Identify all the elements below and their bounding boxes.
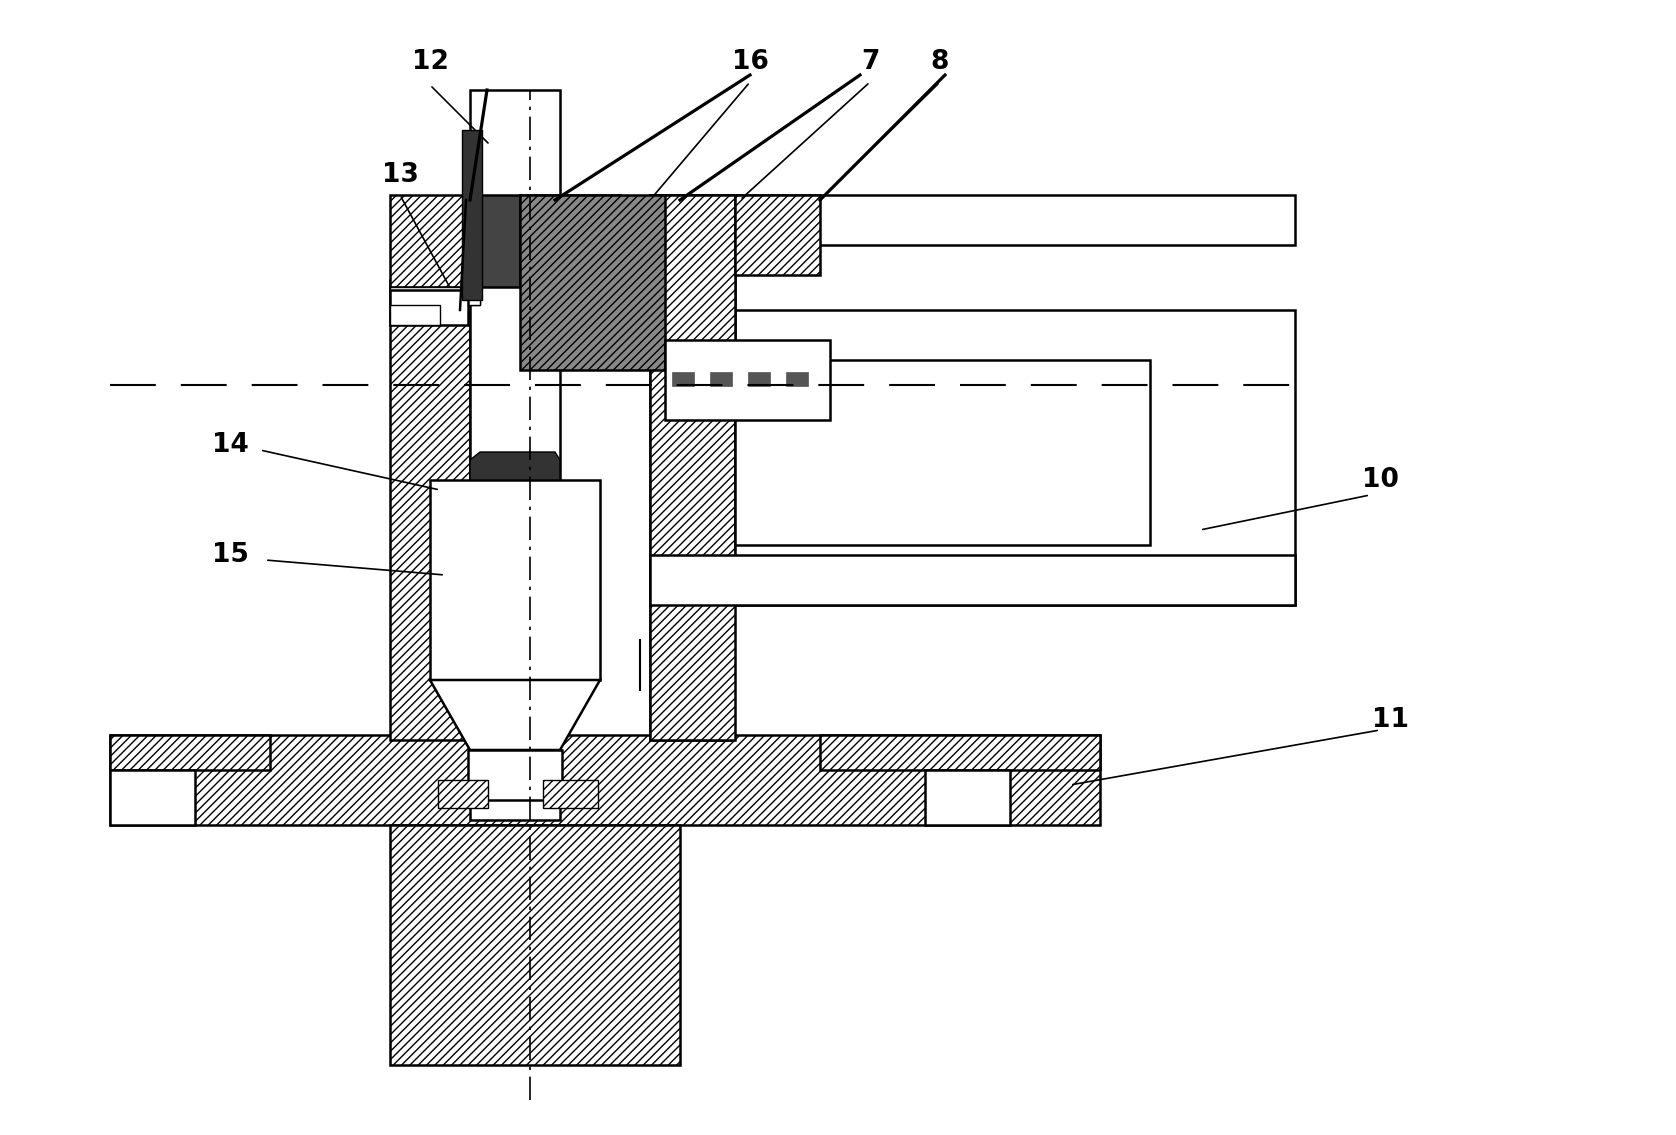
- Text: 7: 7: [861, 49, 880, 75]
- Bar: [520, 195, 620, 287]
- Bar: [469, 90, 560, 819]
- Text: 14: 14: [211, 432, 248, 459]
- Bar: [391, 825, 680, 1065]
- Bar: [820, 735, 1099, 770]
- Bar: [391, 195, 479, 287]
- Bar: [111, 735, 1099, 825]
- Bar: [650, 280, 731, 740]
- Polygon shape: [431, 680, 600, 750]
- Bar: [650, 555, 1296, 605]
- Bar: [650, 195, 736, 740]
- Bar: [736, 195, 820, 275]
- Bar: [925, 770, 1011, 825]
- Bar: [543, 780, 598, 808]
- Bar: [468, 750, 561, 800]
- Bar: [437, 780, 488, 808]
- Polygon shape: [479, 195, 520, 287]
- Bar: [111, 770, 194, 825]
- Bar: [747, 372, 769, 386]
- Bar: [665, 340, 830, 420]
- Text: 8: 8: [930, 49, 949, 75]
- Bar: [650, 195, 736, 360]
- Text: 15: 15: [211, 543, 248, 568]
- Bar: [736, 360, 1150, 545]
- Text: 12: 12: [412, 49, 449, 75]
- Text: 10: 10: [1361, 466, 1398, 493]
- Polygon shape: [469, 452, 560, 480]
- Text: 16: 16: [731, 49, 768, 75]
- Bar: [786, 372, 808, 386]
- Bar: [463, 131, 483, 300]
- Text: 11: 11: [1371, 707, 1408, 733]
- Polygon shape: [391, 287, 479, 305]
- Bar: [672, 372, 694, 386]
- Text: 13: 13: [382, 162, 419, 188]
- Bar: [650, 195, 1296, 245]
- Polygon shape: [391, 305, 441, 325]
- Bar: [391, 280, 469, 740]
- Bar: [711, 372, 732, 386]
- Bar: [111, 735, 270, 770]
- Bar: [736, 310, 1296, 605]
- Bar: [391, 287, 479, 305]
- Bar: [431, 480, 600, 680]
- Bar: [520, 195, 665, 370]
- Bar: [391, 291, 468, 325]
